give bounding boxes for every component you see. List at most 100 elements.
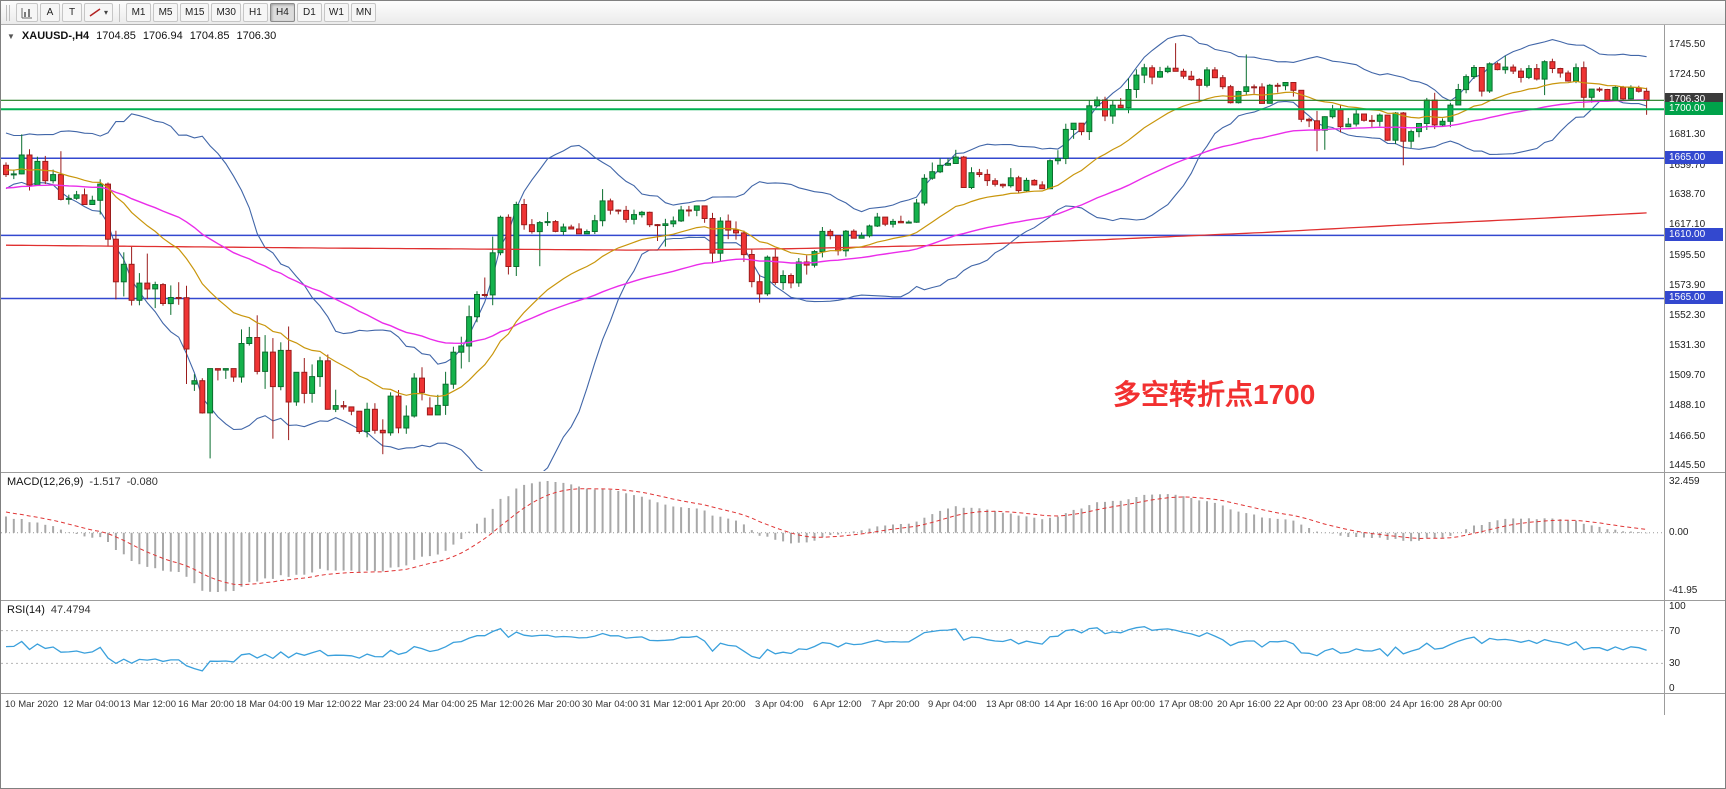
timeframe-toolbar: M1 M5 M15 M30 H1 H4 D1 W1 MN <box>125 3 377 22</box>
rsi-axis[interactable]: 100 70 30 0 <box>1665 601 1725 694</box>
time-axis[interactable]: 10 Mar 2020 12 Mar 04:00 13 Mar 12:00 16 Ma… <box>1 693 1725 715</box>
price-marker-1610.00: 1610.00 <box>1665 228 1723 241</box>
timeframe-button-d1[interactable]: D1 <box>296 3 322 22</box>
price-axis-label: 1724.50 <box>1669 68 1706 80</box>
rsi-axis-label: 30 <box>1669 658 1681 670</box>
time-axis-label: 6 Apr 12:00 <box>813 699 862 710</box>
open-value: 1704.85 <box>96 30 136 42</box>
rsi-axis-label: 70 <box>1669 625 1681 637</box>
axis-separator <box>1664 25 1665 715</box>
price-axis-label: 1488.10 <box>1669 400 1706 412</box>
low-value: 1704.85 <box>189 30 230 42</box>
macd-axis-label: -41.95 <box>1669 585 1698 596</box>
price-axis-label: 1573.90 <box>1669 280 1706 291</box>
rsi-axis-label: 0 <box>1669 683 1675 694</box>
time-axis-label: 22 Apr 00:00 <box>1274 699 1328 710</box>
macd-panel: MACD(12,26,9) -1.517 -0.080 32.459 0.00 -4… <box>1 472 1725 600</box>
time-axis-label: 14 Apr 16:00 <box>1044 699 1098 710</box>
price-axis-label: 1509.70 <box>1669 370 1706 382</box>
chevron-down-icon: ▾ <box>104 7 109 17</box>
macd-axis[interactable]: 32.459 0.00 -41.95 <box>1665 473 1725 599</box>
macd-axis-label: 0.00 <box>1669 526 1689 538</box>
time-axis-label: 9 Apr 04:00 <box>928 699 977 710</box>
time-axis-label: 18 Mar 04:00 <box>236 699 292 710</box>
time-axis-label: 31 Mar 12:00 <box>640 699 696 710</box>
time-axis-label: 19 Mar 12:00 <box>294 699 350 710</box>
time-axis-label: 7 Apr 20:00 <box>871 699 920 710</box>
macd-title: MACD(12,26,9) <box>7 476 84 488</box>
time-axis-label: 1 Apr 20:00 <box>697 699 746 710</box>
time-axis-label: 20 Apr 16:00 <box>1217 699 1271 710</box>
price-axis-label: 1552.30 <box>1669 310 1706 322</box>
timeframe-button-w1[interactable]: W1 <box>323 3 349 22</box>
price-axis-label: 1681.30 <box>1669 129 1706 141</box>
rsi-label: RSI(14) 47.4794 <box>7 604 91 616</box>
text-tool-label: A <box>46 6 54 18</box>
macd-canvas[interactable] <box>1 473 1664 600</box>
macd-signal-value: -0.080 <box>126 476 158 488</box>
time-axis-label: 24 Apr 16:00 <box>1390 699 1444 710</box>
symbol-ohlc-line: ▼ XAUUSD-,H4 1704.85 1706.94 1704.85 170… <box>7 30 276 42</box>
price-axis-label: 1745.50 <box>1669 39 1706 51</box>
time-axis-label: 22 Mar 23:00 <box>351 699 407 710</box>
timeframe-button-mn[interactable]: MN <box>350 3 377 22</box>
toolbar-grip[interactable] <box>6 4 10 21</box>
bar-chart-tool-button[interactable] <box>16 3 38 22</box>
candlestick-series <box>3 43 1650 459</box>
time-axis-label: 23 Apr 08:00 <box>1332 699 1386 710</box>
text-label-tool-label: T <box>68 6 76 18</box>
rsi-value: 47.4794 <box>50 604 91 616</box>
time-axis-label: 25 Mar 12:00 <box>467 699 523 710</box>
time-axis-label: 12 Mar 04:00 <box>63 699 119 710</box>
toolbar: A T ▾ M1 M5 M15 M30 H1 H4 D1 W1 MN <box>1 1 1725 25</box>
price-axis-label: 1659.70 <box>1669 159 1706 171</box>
timeframe-button-m15[interactable]: M15 <box>180 3 210 22</box>
bar-chart-icon <box>21 7 32 18</box>
line-studies-tool-button[interactable]: ▾ <box>84 3 114 22</box>
time-axis-label: 17 Apr 08:00 <box>1159 699 1213 710</box>
macd-histogram <box>5 481 1648 592</box>
time-axis-label: 30 Mar 04:00 <box>582 699 638 710</box>
price-axis-label: 1531.30 <box>1669 339 1706 351</box>
close-value: 1706.30 <box>236 30 277 42</box>
price-marker-1700.00: 1700.00 <box>1665 102 1723 115</box>
timeframe-button-h4[interactable]: H4 <box>269 3 295 22</box>
price-axis-label: 1445.50 <box>1669 460 1706 472</box>
timeframe-button-m5[interactable]: M5 <box>153 3 179 22</box>
timeframe-button-h1[interactable]: H1 <box>242 3 268 22</box>
time-axis-label: 16 Mar 20:00 <box>178 699 234 710</box>
time-axis-label: 13 Mar 12:00 <box>120 699 176 710</box>
macd-axis-label: 32.459 <box>1669 476 1700 487</box>
chart-annotation-text: 多空转折点1700 <box>1113 379 1316 410</box>
timeframe-button-m30[interactable]: M30 <box>211 3 241 22</box>
price-marker-1565.00: 1565.00 <box>1665 291 1723 304</box>
time-axis-label: 13 Apr 08:00 <box>986 699 1040 710</box>
price-chart-panel: ▼ XAUUSD-,H4 1704.85 1706.94 1704.85 170… <box>1 25 1725 472</box>
price-axis-label: 1466.50 <box>1669 430 1706 442</box>
time-axis-label: 10 Mar 2020 <box>5 699 59 710</box>
rsi-axis-label: 100 <box>1669 601 1686 612</box>
price-marker-1665.00: 1665.00 <box>1665 151 1723 164</box>
time-axis-label: 24 Mar 04:00 <box>409 699 465 710</box>
macd-label: MACD(12,26,9) -1.517 -0.080 <box>7 476 158 488</box>
toolbar-separator <box>119 3 121 22</box>
price-axis-label: 1617.10 <box>1669 219 1706 231</box>
rsi-title: RSI(14) <box>7 604 45 616</box>
text-label-tool-button[interactable]: T <box>62 3 82 22</box>
price-chart-canvas[interactable] <box>1 25 1664 471</box>
time-axis-label: 28 Apr 00:00 <box>1448 699 1502 710</box>
high-value: 1706.94 <box>142 30 183 42</box>
rsi-canvas[interactable] <box>1 601 1664 693</box>
text-tool-button[interactable]: A <box>40 3 60 22</box>
time-axis-label: 3 Apr 04:00 <box>755 699 804 710</box>
price-axis[interactable]: 1745.50 1724.50 1681.30 1659.70 1638.70 1617.… <box>1665 25 1725 472</box>
price-axis-label: 1595.50 <box>1669 249 1706 261</box>
time-axis-label: 26 Mar 20:00 <box>524 699 580 710</box>
symbol-label: XAUUSD-,H4 <box>21 30 90 42</box>
time-axis-label: 16 Apr 00:00 <box>1101 699 1155 710</box>
timeframe-button-m1[interactable]: M1 <box>126 3 152 22</box>
price-axis-label: 1638.70 <box>1669 189 1706 201</box>
collapse-chart-icon[interactable]: ▼ <box>7 31 15 41</box>
rsi-panel: RSI(14) 47.4794 100 70 30 0 <box>1 600 1725 694</box>
